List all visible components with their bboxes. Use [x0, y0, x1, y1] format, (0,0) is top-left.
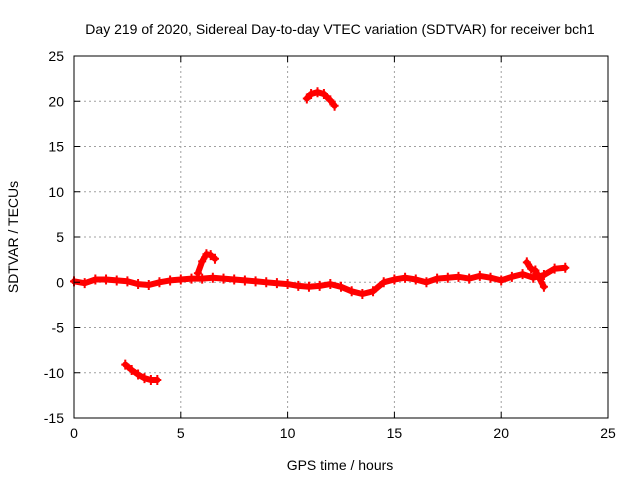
data-point [127, 365, 136, 376]
data-point [251, 276, 260, 287]
y-tick-label: -5 [52, 320, 65, 336]
y-axis: -15 -10 -5 0 5 10 15 20 25 [44, 48, 608, 426]
data-point [369, 286, 378, 297]
data-point [330, 100, 339, 111]
data-point [91, 274, 100, 285]
data-point [326, 279, 335, 290]
data-point [144, 279, 153, 290]
data-point [497, 275, 506, 286]
data-point [208, 272, 217, 283]
data-point [337, 281, 345, 292]
data-point [475, 270, 484, 281]
data-point [539, 270, 548, 281]
data-point [433, 273, 442, 284]
data-point [535, 273, 544, 284]
data-point [155, 277, 164, 288]
data-point [262, 277, 271, 288]
data-point [390, 274, 399, 285]
x-tick-label: 15 [387, 425, 403, 441]
data-point [507, 271, 516, 282]
x-tick-label: 10 [280, 425, 296, 441]
data-point [527, 263, 536, 274]
data-point [347, 286, 356, 297]
data-point [176, 274, 185, 285]
data-point [206, 250, 215, 261]
data-point [518, 269, 527, 280]
x-axis-label: GPS time / hours [287, 457, 394, 473]
data-point [465, 273, 474, 284]
data-point [121, 359, 130, 370]
x-axis: 0 5 10 15 20 25 [70, 56, 616, 441]
series-4 [522, 257, 548, 292]
data-point [443, 272, 452, 283]
data-point [401, 272, 410, 283]
x-tick-label: 5 [177, 425, 185, 441]
y-tick-label: 5 [56, 229, 64, 245]
data-point [522, 257, 531, 268]
y-tick-label: 10 [48, 184, 64, 200]
series-2 [302, 87, 339, 111]
data-point [379, 277, 388, 288]
data-point [302, 93, 311, 104]
data-point [326, 95, 335, 106]
data-point [123, 276, 132, 287]
series-1 [193, 249, 219, 279]
data-point [294, 280, 303, 291]
data-point [134, 369, 143, 380]
x-tick-label: 25 [600, 425, 616, 441]
y-tick-label: -10 [44, 365, 64, 381]
data-point [272, 278, 281, 289]
data-point [210, 253, 219, 264]
data-point [304, 281, 313, 292]
data-marks [70, 87, 570, 385]
data-point [561, 262, 570, 273]
data-point [219, 273, 228, 284]
data-point [102, 274, 111, 285]
x-tick-label: 0 [70, 425, 78, 441]
data-point [240, 275, 249, 286]
chart-title: Day 219 of 2020, Sidereal Day-to-day VTE… [85, 21, 595, 37]
data-point [411, 274, 420, 285]
data-point [454, 271, 463, 282]
data-point [422, 277, 431, 288]
x-tick-label: 20 [493, 425, 509, 441]
data-point [313, 87, 322, 98]
series-3 [121, 359, 162, 385]
y-tick-label: 0 [56, 274, 64, 290]
data-point [112, 275, 121, 286]
data-point [166, 275, 175, 286]
data-point [80, 278, 89, 289]
y-tick-label: 20 [48, 93, 64, 109]
data-point [283, 279, 292, 290]
y-tick-label: -15 [44, 410, 64, 426]
data-point [315, 280, 324, 291]
data-point [531, 265, 540, 276]
data-point [198, 273, 207, 284]
data-point [134, 279, 143, 290]
y-axis-label: SDTVAR / TECUs [5, 181, 21, 293]
data-point [550, 263, 559, 274]
data-point [140, 373, 149, 384]
data-point [193, 268, 202, 279]
data-point [307, 89, 316, 100]
y-tick-label: 25 [48, 48, 64, 64]
data-point [319, 89, 328, 100]
data-point [153, 374, 162, 385]
series-0 [70, 262, 570, 300]
data-point [539, 281, 548, 292]
data-point [198, 256, 207, 267]
data-point [358, 289, 367, 300]
data-point [486, 272, 495, 283]
data-point [230, 274, 239, 285]
data-point [187, 273, 196, 284]
y-tick-label: 15 [48, 139, 64, 155]
